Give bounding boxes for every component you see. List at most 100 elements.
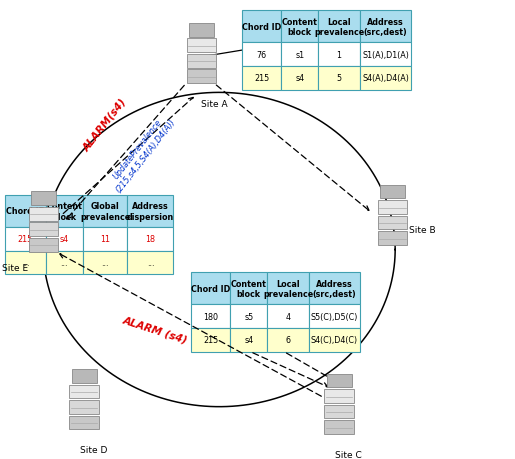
- Text: UpdatePrevalence
(215,s4,5,S4(A),D4(A)): UpdatePrevalence (215,s4,5,S4(A),D4(A)): [106, 111, 177, 194]
- Bar: [360, 67, 411, 90]
- Bar: [327, 374, 352, 387]
- Text: S4(A),D4(A): S4(A),D4(A): [362, 74, 409, 83]
- Text: Content
block: Content block: [231, 279, 267, 298]
- Text: Content
block: Content block: [282, 17, 318, 37]
- Bar: [186, 70, 216, 84]
- Bar: [5, 196, 46, 227]
- Text: s1: s1: [295, 50, 304, 60]
- Bar: [318, 67, 360, 90]
- Bar: [378, 232, 407, 245]
- Bar: [282, 11, 318, 43]
- Bar: [267, 305, 309, 328]
- Text: 1: 1: [337, 50, 341, 60]
- Text: 4: 4: [286, 312, 290, 321]
- Bar: [378, 216, 407, 230]
- Bar: [324, 389, 354, 403]
- Text: Local
prevalence: Local prevalence: [263, 279, 313, 298]
- Text: 76: 76: [257, 50, 267, 60]
- Text: ALARM (s4): ALARM (s4): [122, 314, 189, 345]
- Bar: [309, 305, 360, 328]
- Text: s4: s4: [244, 336, 253, 345]
- Text: s4: s4: [60, 235, 69, 244]
- Text: S1(A),D1(A): S1(A),D1(A): [362, 50, 409, 60]
- Bar: [282, 43, 318, 67]
- Text: 215: 215: [254, 74, 269, 83]
- Bar: [82, 227, 127, 251]
- Bar: [309, 328, 360, 352]
- Text: 5: 5: [336, 74, 341, 83]
- Bar: [28, 207, 58, 221]
- Bar: [28, 223, 58, 237]
- Bar: [191, 305, 231, 328]
- Text: Content
block: Content block: [46, 202, 82, 221]
- Bar: [318, 43, 360, 67]
- Bar: [231, 273, 267, 305]
- Bar: [267, 328, 309, 352]
- Text: Address
(src,dest): Address (src,dest): [313, 279, 356, 298]
- Bar: [318, 11, 360, 43]
- Bar: [46, 251, 82, 274]
- Bar: [72, 369, 97, 383]
- Text: Site D: Site D: [80, 446, 107, 454]
- Bar: [242, 43, 282, 67]
- Bar: [5, 227, 46, 251]
- Text: Chord ID: Chord ID: [191, 284, 230, 293]
- Text: Site C: Site C: [335, 450, 362, 459]
- Bar: [70, 416, 99, 429]
- Bar: [360, 11, 411, 43]
- Bar: [31, 192, 56, 206]
- Text: ...: ...: [101, 258, 109, 267]
- Text: s5: s5: [244, 312, 253, 321]
- Text: ...: ...: [147, 258, 154, 267]
- Bar: [191, 328, 231, 352]
- Text: Site A: Site A: [201, 100, 228, 109]
- Bar: [324, 405, 354, 419]
- Bar: [186, 39, 216, 53]
- Text: ...: ...: [22, 258, 29, 267]
- Text: Local
prevalence: Local prevalence: [314, 17, 364, 37]
- Bar: [191, 273, 231, 305]
- Text: s4: s4: [295, 74, 304, 83]
- Bar: [46, 196, 82, 227]
- Text: ...: ...: [60, 258, 68, 267]
- Text: Site B: Site B: [409, 225, 436, 234]
- Bar: [378, 201, 407, 214]
- Text: Address
dispersion: Address dispersion: [127, 202, 174, 221]
- Bar: [28, 238, 58, 252]
- Bar: [5, 251, 46, 274]
- Bar: [46, 227, 82, 251]
- Bar: [127, 251, 174, 274]
- Bar: [82, 196, 127, 227]
- Bar: [231, 305, 267, 328]
- Bar: [70, 400, 99, 414]
- Text: 215: 215: [18, 235, 33, 244]
- Bar: [127, 196, 174, 227]
- Text: 18: 18: [145, 235, 156, 244]
- Bar: [189, 24, 214, 38]
- Text: 6: 6: [286, 336, 290, 345]
- Bar: [242, 11, 282, 43]
- Bar: [186, 55, 216, 68]
- Bar: [267, 273, 309, 305]
- Text: 215: 215: [203, 336, 218, 345]
- Text: Chord ID: Chord ID: [6, 207, 45, 216]
- Text: Site E: Site E: [2, 263, 28, 273]
- Text: Address
(src,dest): Address (src,dest): [364, 17, 407, 37]
- Bar: [242, 67, 282, 90]
- Text: Chord ID: Chord ID: [242, 23, 282, 32]
- Text: ALARM(s4): ALARM(s4): [81, 97, 128, 153]
- Bar: [127, 227, 174, 251]
- Text: Global
prevalence: Global prevalence: [80, 202, 130, 221]
- Bar: [82, 251, 127, 274]
- Bar: [360, 43, 411, 67]
- Bar: [324, 420, 354, 434]
- Bar: [282, 67, 318, 90]
- Text: S5(C),D5(C): S5(C),D5(C): [311, 312, 358, 321]
- Bar: [309, 273, 360, 305]
- Text: 11: 11: [100, 235, 110, 244]
- Text: S4(C),D4(C): S4(C),D4(C): [311, 336, 358, 345]
- Bar: [231, 328, 267, 352]
- Bar: [380, 185, 405, 199]
- Text: 180: 180: [203, 312, 218, 321]
- Bar: [70, 385, 99, 398]
